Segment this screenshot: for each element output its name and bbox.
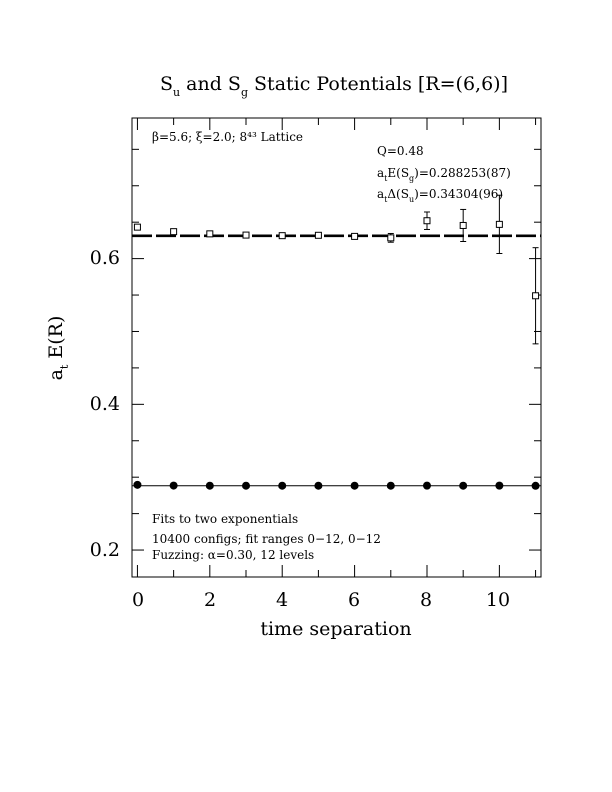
gap-annotation: atΔ(Su)=0.34304(96) bbox=[377, 187, 503, 204]
axis-ticks bbox=[132, 118, 541, 577]
x-tick-label-6: 6 bbox=[348, 589, 360, 611]
data-point-ground bbox=[314, 481, 323, 490]
x-tick-label-10: 10 bbox=[486, 589, 510, 611]
data-point-ground bbox=[386, 481, 395, 490]
data-point-ground bbox=[350, 481, 359, 490]
data-point-ground bbox=[133, 480, 142, 489]
data-point-excited bbox=[133, 223, 141, 231]
data-point-ground bbox=[205, 481, 214, 490]
y-tick-label-0-4: 0.4 bbox=[90, 393, 120, 415]
fits-annotation: Fits to two exponentials bbox=[152, 512, 298, 526]
x-tick-label-0: 0 bbox=[132, 589, 144, 611]
data-point-excited bbox=[206, 230, 214, 238]
data-point-excited bbox=[532, 292, 540, 300]
x-tick-label-8: 8 bbox=[420, 589, 432, 611]
x-tick-label-2: 2 bbox=[204, 589, 216, 611]
y-tick-label-0-6: 0.6 bbox=[90, 247, 120, 269]
fuzzing-annotation: Fuzzing: α=0.30, 12 levels bbox=[152, 548, 314, 562]
data-point-ground bbox=[495, 481, 504, 490]
data-point-ground bbox=[422, 481, 431, 490]
data-point-excited bbox=[387, 234, 395, 242]
y-tick-label-0-2: 0.2 bbox=[90, 539, 120, 561]
data-point-excited bbox=[170, 228, 178, 236]
lattice-annotation: β=5.6; ξ=2.0; 8⁴³ Lattice bbox=[152, 130, 303, 144]
data-point-ground bbox=[169, 481, 178, 490]
data-point-excited bbox=[495, 220, 503, 228]
data-point-ground bbox=[278, 481, 287, 490]
energy-annotation: atE(Sg)=0.288253(87) bbox=[377, 166, 511, 183]
data-point-excited bbox=[459, 221, 467, 229]
x-axis-label: time separation bbox=[260, 618, 411, 640]
x-tick-label-4: 4 bbox=[276, 589, 288, 611]
fit-lines bbox=[132, 234, 541, 487]
plot-frame bbox=[131, 117, 542, 578]
q-annotation: Q=0.48 bbox=[377, 144, 424, 158]
data-markers bbox=[133, 194, 540, 490]
data-point-excited bbox=[314, 231, 322, 239]
chart-title: Su and Sg Static Potentials [R=(6,6)] bbox=[160, 73, 508, 99]
data-point-ground bbox=[531, 481, 540, 490]
data-point-ground bbox=[459, 481, 468, 490]
data-point-excited bbox=[242, 231, 250, 239]
data-point-ground bbox=[242, 481, 251, 490]
y-axis-label: at E(R) bbox=[45, 316, 71, 381]
data-point-excited bbox=[423, 217, 431, 225]
data-point-excited bbox=[278, 232, 286, 240]
data-point-excited bbox=[351, 232, 359, 240]
configs-annotation: 10400 configs; fit ranges 0−12, 0−12 bbox=[152, 532, 381, 546]
